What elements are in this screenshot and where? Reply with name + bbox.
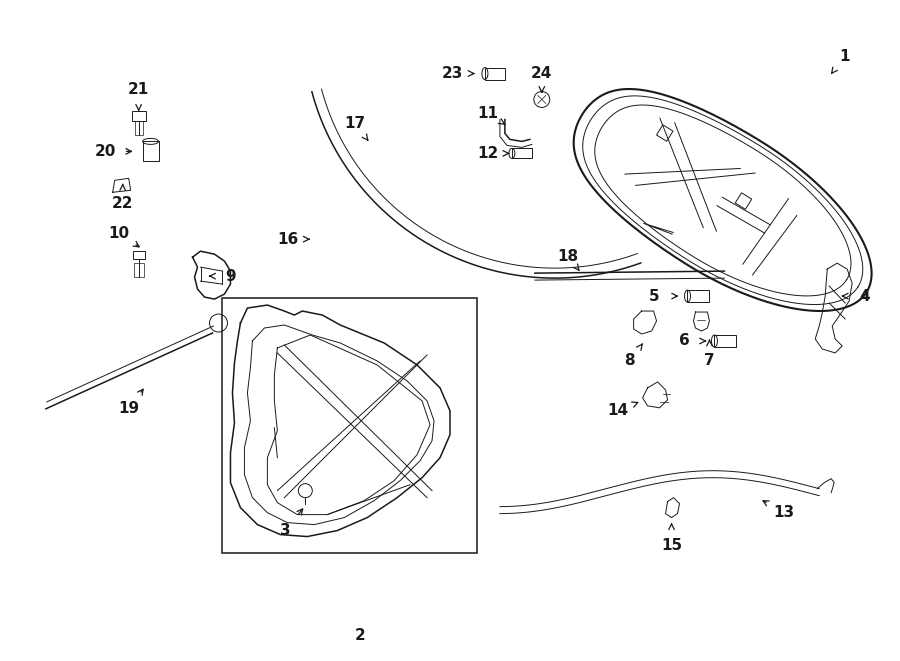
Text: 13: 13 [774,505,795,520]
Text: 24: 24 [531,66,553,81]
Bar [735,193,752,210]
Text: 1: 1 [839,49,850,64]
Text: 19: 19 [118,401,140,416]
Text: 11: 11 [477,106,499,121]
Text: 12: 12 [477,146,499,161]
Bar [656,125,673,141]
Text: 23: 23 [441,66,463,81]
Bar [134,263,144,277]
Text: 2: 2 [355,628,365,643]
Bar [131,112,146,122]
Bar [485,67,505,79]
Text: 18: 18 [557,249,579,264]
Text: 8: 8 [625,354,634,368]
Text: 15: 15 [661,538,682,553]
Bar [688,290,709,302]
Text: 10: 10 [108,225,130,241]
Text: 20: 20 [95,144,116,159]
Text: 6: 6 [680,334,690,348]
Text: 3: 3 [280,523,291,538]
Text: 22: 22 [112,196,133,211]
Text: 7: 7 [704,354,715,368]
Text: 9: 9 [225,268,236,284]
Bar [715,335,736,347]
Bar [135,122,142,136]
Bar [142,141,158,161]
Text: 4: 4 [859,289,869,303]
Text: 14: 14 [608,403,628,418]
Text: 21: 21 [128,82,149,97]
Bar [512,148,532,159]
Text: 16: 16 [278,232,299,247]
Text: 5: 5 [649,289,660,303]
Bar [132,251,145,259]
Bar [222,298,477,553]
Text: 17: 17 [345,116,365,131]
